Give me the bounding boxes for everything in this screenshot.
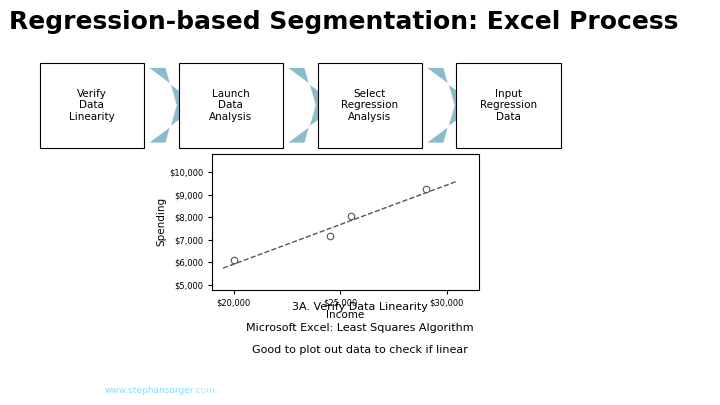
Text: Microsoft Excel: Least Squares Algorithm: Microsoft Excel: Least Squares Algorithm: [246, 323, 474, 333]
Text: www.stephansorger.com: www.stephansorger.com: [104, 386, 215, 395]
Point: [345, 213, 356, 220]
Text: Select
Regression
Analysis: Select Regression Analysis: [341, 89, 398, 122]
Point: [420, 186, 431, 192]
Point: [324, 233, 336, 240]
Text: 3A. Verify Data Linearity: 3A. Verify Data Linearity: [292, 302, 428, 312]
Text: Good to plot out data to check if linear: Good to plot out data to check if linear: [252, 345, 468, 355]
FancyBboxPatch shape: [456, 63, 561, 148]
Text: Launch
Data
Analysis: Launch Data Analysis: [209, 89, 253, 122]
Text: Regression-based Segmentation: Excel Process: Regression-based Segmentation: Excel Pro…: [9, 10, 678, 34]
Text: © Stephan Sorger 2015:: © Stephan Sorger 2015:: [9, 386, 122, 395]
Point: [228, 257, 240, 263]
Polygon shape: [426, 68, 477, 143]
X-axis label: Income: Income: [326, 310, 365, 320]
Polygon shape: [287, 68, 338, 143]
Text: Verify
Data
Linearity: Verify Data Linearity: [69, 89, 114, 122]
Text: ; Marketing Analytics: Segmentation: Segment: 10: ; Marketing Analytics: Segmentation: Seg…: [192, 386, 421, 395]
Polygon shape: [148, 68, 199, 143]
FancyBboxPatch shape: [318, 63, 422, 148]
FancyBboxPatch shape: [179, 63, 283, 148]
Text: Input
Regression
Data: Input Regression Data: [480, 89, 537, 122]
FancyBboxPatch shape: [40, 63, 144, 148]
Y-axis label: Spending: Spending: [156, 197, 166, 246]
